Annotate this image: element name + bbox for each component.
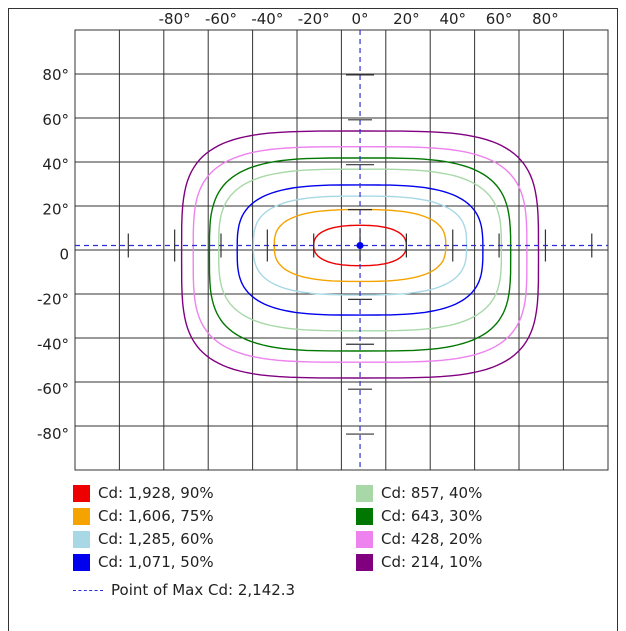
max-point-crosshair [75,30,608,470]
x-tick-label: 40° [439,10,466,28]
y-tick-label: 80° [42,66,69,84]
contour-line [252,195,468,296]
contour-line [192,145,528,363]
x-tick-label: -80° [159,10,191,28]
contour-line [180,130,540,379]
contour-line [217,168,503,332]
grid-lines [74,29,609,471]
x-tick-label: 60° [486,10,513,28]
x-tick-labels: -80° -60° -40° -20° 0° 20° 40° 60° 80° [159,10,559,28]
x-tick-label: 20° [393,10,420,28]
chart-frame [8,8,618,631]
y-tick-label: 40° [42,156,69,174]
y-tick-label: -60° [37,380,69,398]
x-tick-label: 0° [352,10,369,28]
max-point-marker [356,242,364,250]
y-tick-labels: 80° 60° 40° 20° 0 -20° -40° -60° -80° [37,66,69,443]
x-tick-label: 80° [532,10,559,28]
y-tick-label: -80° [37,425,69,443]
y-tick-label: 20° [42,201,69,219]
contour-line [236,184,484,316]
y-tick-label: 0 [59,245,69,263]
x-tick-label: -20° [298,10,330,28]
x-tick-label: -60° [205,10,237,28]
y-tick-label: 60° [42,111,69,129]
y-tick-label: -40° [37,335,69,353]
contour-line [208,157,512,352]
x-tick-label: -40° [251,10,283,28]
y-tick-label: -20° [37,290,69,308]
